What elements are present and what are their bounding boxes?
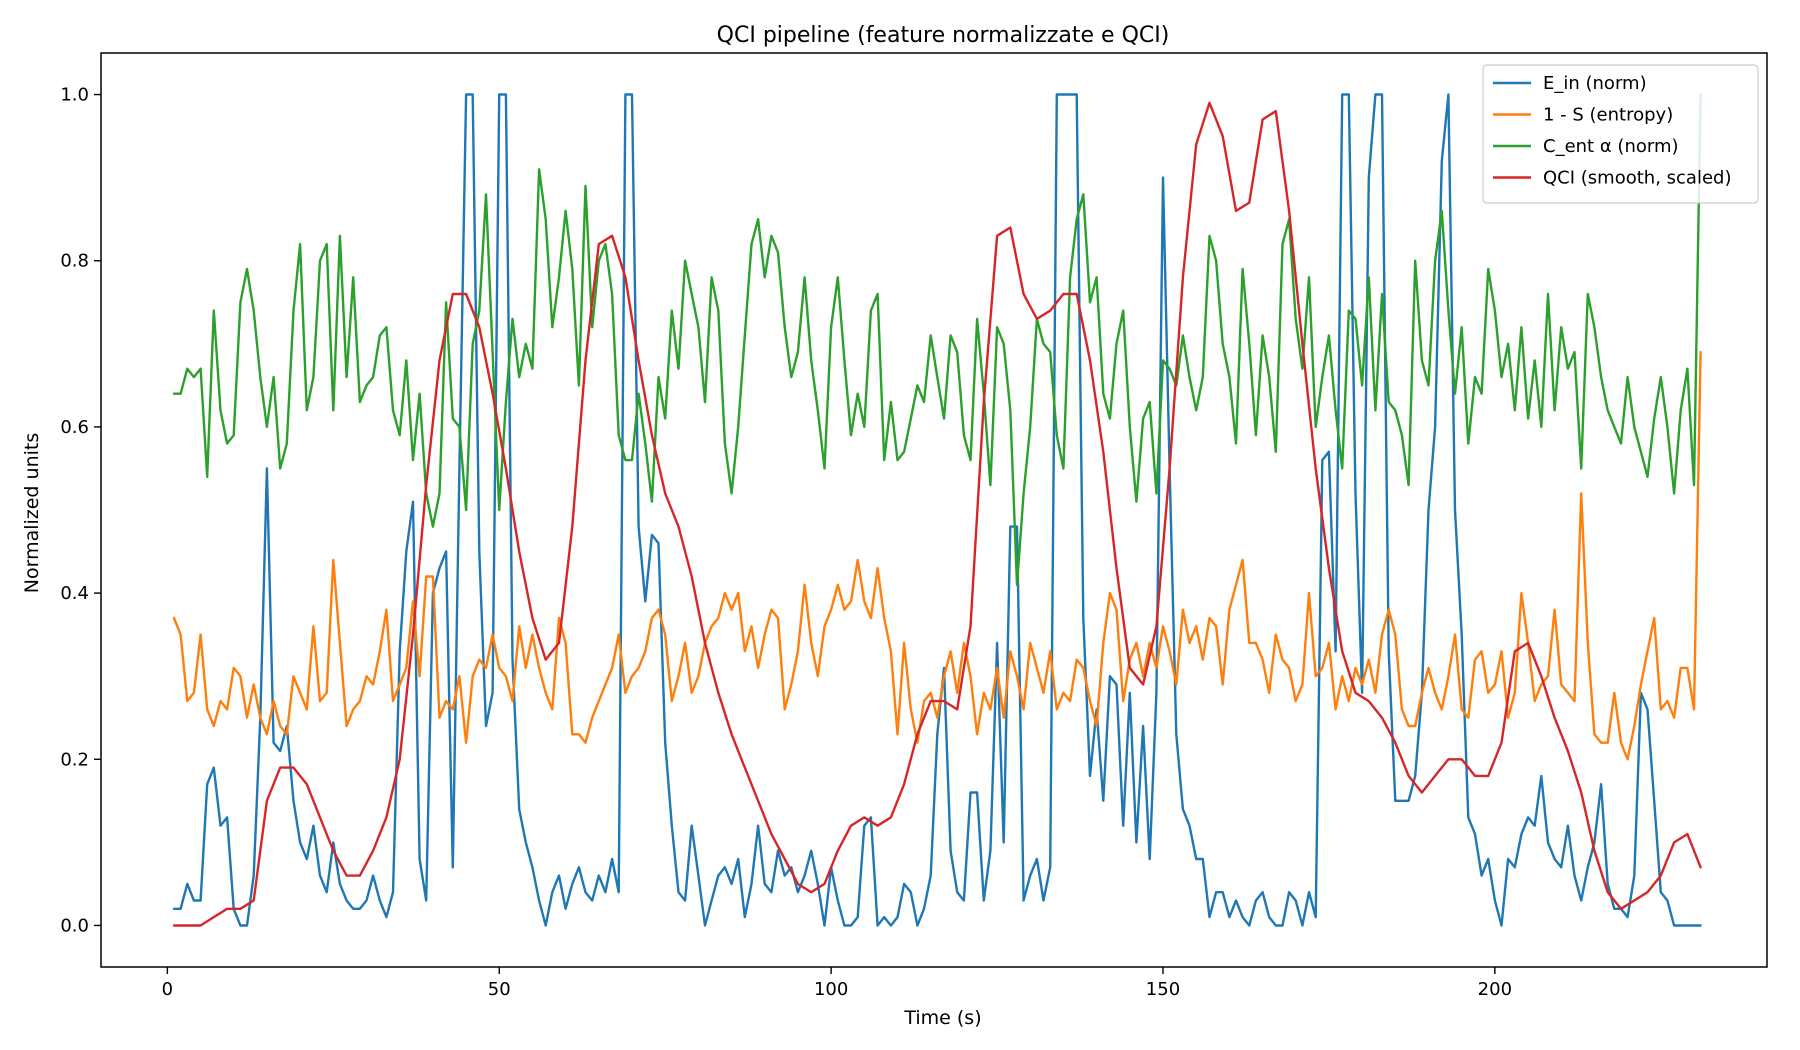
series-line-3 xyxy=(172,93,1702,586)
y-tick-label: 0.8 xyxy=(60,251,89,272)
chart-title: QCI pipeline (feature normalizzate e QCI… xyxy=(717,23,1170,48)
y-tick-label: 1.0 xyxy=(60,85,89,106)
series-line-1 xyxy=(172,93,1702,927)
y-tick-label: 0.6 xyxy=(60,417,89,438)
y-axis-title: Normalized units xyxy=(21,433,43,594)
y-tick-label: 0.2 xyxy=(60,749,89,770)
x-axis: 0 50 100 150 200 xyxy=(162,967,1512,1000)
legend-label: E_in (norm) xyxy=(1543,73,1647,94)
series-line-4 xyxy=(172,101,1702,927)
y-axis: 0.0 0.2 0.4 0.6 0.8 1.0 xyxy=(60,85,101,936)
legend-label: QCI (smooth, scaled) xyxy=(1543,168,1731,189)
x-tick-label: 200 xyxy=(1478,979,1512,1000)
plot-frame xyxy=(100,52,1768,968)
x-tick-label: 0 xyxy=(162,979,173,1000)
y-tick-label: 0.0 xyxy=(60,915,89,936)
legend: E_in (norm) 1 - S (entropy) C_ent α (norm)… xyxy=(1482,64,1759,204)
series-line-2 xyxy=(172,350,1702,761)
x-tick-label: 100 xyxy=(814,979,848,1000)
series-layer xyxy=(172,93,1702,927)
x-tick-label: 50 xyxy=(488,979,511,1000)
legend-label: C_ent α (norm) xyxy=(1543,136,1679,157)
x-tick-label: 150 xyxy=(1146,979,1180,1000)
legend-label: 1 - S (entropy) xyxy=(1543,105,1673,126)
y-tick-label: 0.4 xyxy=(60,583,89,604)
x-axis-title: Time (s) xyxy=(903,1007,981,1029)
legend-box xyxy=(1482,64,1759,204)
